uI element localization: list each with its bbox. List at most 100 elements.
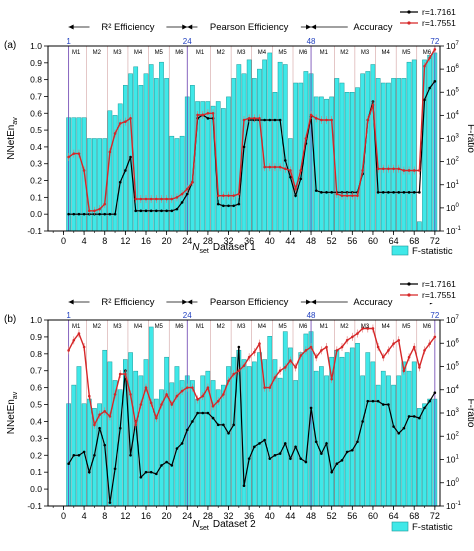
x-axis-label-subscript: set (200, 248, 209, 255)
x-tick-label: 16 (141, 236, 151, 246)
f-statistic-bar (386, 82, 391, 232)
series-point (155, 209, 158, 213)
method-label: M3 (361, 50, 370, 56)
series-point (242, 118, 246, 122)
f-statistic-bar (411, 361, 417, 507)
series-point (325, 345, 328, 349)
series-point (113, 467, 117, 471)
x-tick-label: 52 (327, 236, 337, 246)
series-point (124, 372, 127, 376)
x-tick-label: 56 (347, 511, 357, 521)
f-statistic-bar (355, 343, 360, 507)
series-point (165, 197, 168, 201)
y-right-tick-label: 103 (446, 408, 459, 418)
series-point (320, 118, 323, 122)
series-point (139, 197, 143, 201)
series-point (304, 349, 308, 352)
x-tick-label: 16 (141, 511, 151, 521)
legend-swatch-point (407, 10, 411, 14)
series-point (381, 167, 385, 171)
series-point (268, 165, 272, 169)
series-point (170, 197, 174, 201)
f-statistic-bar (81, 403, 87, 507)
series-point (72, 453, 76, 457)
y-right-tick-label: 107 (446, 315, 459, 325)
f-statistic-bar (190, 380, 195, 507)
panel-label: (b) (4, 314, 16, 325)
series-point (216, 202, 220, 206)
x-tick-label: 68 (409, 236, 419, 246)
f-statistic-bar (422, 403, 427, 507)
section-label-bg (347, 294, 399, 306)
series-point (185, 428, 189, 432)
series-point (268, 386, 272, 389)
y-right-tick-exponent: 4 (455, 385, 459, 391)
y-right-tick-exponent: -1 (455, 501, 461, 507)
method-label: M6 (299, 50, 308, 56)
f-statistic-bar (200, 101, 206, 232)
f-statistic-bar (401, 78, 407, 232)
series-point (433, 391, 437, 395)
series-point (232, 423, 235, 427)
series-point (165, 393, 168, 396)
series-point (283, 366, 287, 369)
series-point (77, 152, 81, 155)
series-point (77, 212, 81, 216)
series-point (361, 420, 364, 423)
series-point (351, 194, 354, 197)
f-statistic-bar (272, 92, 278, 232)
series-point (165, 209, 168, 213)
x-tick-label: 68 (409, 511, 419, 521)
series-point (155, 197, 158, 201)
section-label-bg (347, 19, 399, 31)
series-point (160, 403, 163, 406)
y-left-tick-label: 0.2 (30, 450, 42, 460)
series-point (237, 345, 241, 349)
legend-entry-label: r=1.7161 (422, 7, 456, 17)
series-point (170, 403, 174, 406)
series-point (134, 209, 137, 213)
f-statistic-bar (360, 375, 365, 507)
series-point (113, 393, 117, 396)
series-point (108, 501, 112, 504)
series-point (283, 159, 287, 162)
series-point (253, 445, 256, 449)
series-point (149, 209, 153, 213)
chart-panel-2: 0 4 8 12 16 20 24 28 32 36 40 44 48 52 56 60 64 68 72-0.10… (4, 277, 474, 533)
method-label: M6 (423, 324, 432, 330)
section-arrow-head-right (182, 24, 188, 30)
series-point (423, 64, 426, 68)
legend-box (396, 5, 470, 31)
method-label: M1 (72, 50, 81, 56)
series-point (402, 369, 406, 373)
series-point (320, 191, 323, 194)
y-right-tick-exponent: 3 (455, 134, 459, 140)
series-point (196, 411, 199, 415)
series-point (129, 117, 132, 120)
f-statistic-bar (257, 352, 262, 507)
method-label: M3 (237, 324, 246, 330)
series-point (185, 187, 189, 191)
f-statistic-bar (86, 398, 92, 507)
series-point (433, 48, 437, 51)
series-point (381, 191, 385, 194)
series-point (273, 376, 277, 379)
method-label: M4 (258, 324, 267, 330)
series-point (222, 194, 225, 197)
series-point (283, 167, 287, 171)
series-point (118, 122, 122, 125)
series-point (325, 118, 328, 122)
f-statistic-bar (411, 59, 417, 232)
series-point (211, 111, 215, 115)
series-point (98, 207, 101, 211)
f-statistic-bar (164, 78, 169, 232)
y-right-tick-label: 10-1 (446, 501, 461, 511)
series-point (134, 197, 137, 201)
series-point (289, 175, 292, 179)
method-label: M6 (299, 324, 308, 330)
f-statistic-bar (288, 347, 293, 507)
series-point (108, 415, 112, 418)
section-arrow-head-left (68, 24, 74, 30)
method-label: M3 (113, 50, 122, 56)
